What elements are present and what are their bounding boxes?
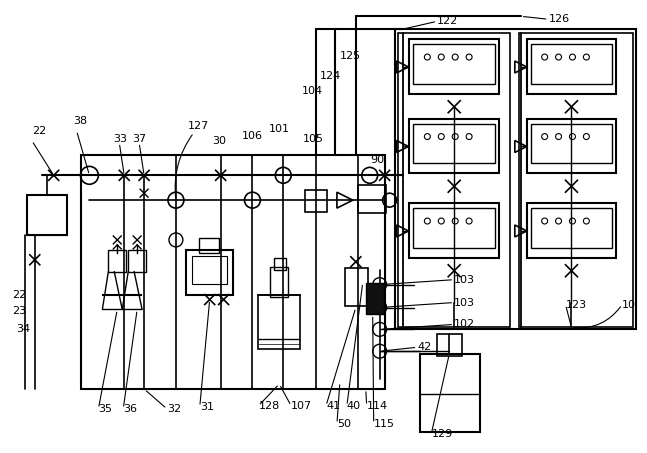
Bar — [527, 203, 616, 258]
Bar — [413, 44, 495, 84]
Text: 40: 40 — [347, 401, 361, 411]
Bar — [108, 250, 126, 272]
Bar — [410, 203, 499, 258]
Bar — [421, 354, 480, 432]
Bar — [82, 155, 384, 389]
Text: 30: 30 — [213, 135, 226, 145]
Text: 125: 125 — [340, 51, 361, 61]
Text: 101: 101 — [269, 124, 289, 134]
Text: 10: 10 — [622, 299, 636, 309]
Text: 33: 33 — [113, 134, 127, 144]
Text: 129: 129 — [432, 429, 453, 439]
Bar — [358, 185, 386, 213]
Bar — [531, 124, 612, 164]
Bar — [395, 29, 636, 329]
Bar — [437, 334, 462, 356]
Bar — [345, 268, 367, 305]
Text: 107: 107 — [291, 401, 313, 411]
Text: 128: 128 — [258, 401, 280, 411]
Bar — [413, 124, 495, 164]
Bar — [258, 294, 300, 349]
Text: 102: 102 — [454, 319, 476, 329]
Text: 124: 124 — [320, 71, 341, 81]
Text: 22: 22 — [12, 289, 26, 299]
Bar — [531, 44, 612, 84]
Bar — [519, 33, 633, 328]
Bar — [274, 258, 286, 270]
Bar — [27, 195, 67, 235]
Bar — [199, 238, 219, 253]
Bar — [413, 208, 495, 248]
Text: 23: 23 — [12, 307, 26, 317]
Text: 115: 115 — [374, 419, 395, 429]
Text: 103: 103 — [454, 298, 475, 308]
Bar — [531, 208, 612, 248]
Text: 37: 37 — [132, 134, 146, 144]
Text: 35: 35 — [98, 404, 113, 414]
Bar — [527, 119, 616, 173]
Text: 31: 31 — [200, 402, 214, 412]
Text: 90: 90 — [371, 155, 385, 165]
Text: 32: 32 — [167, 404, 181, 414]
Text: 114: 114 — [367, 401, 388, 411]
Text: 104: 104 — [302, 86, 324, 96]
Text: 50: 50 — [337, 419, 351, 429]
Text: 127: 127 — [188, 120, 209, 130]
Bar — [192, 256, 226, 284]
Text: 38: 38 — [74, 116, 87, 125]
Text: 42: 42 — [417, 342, 432, 352]
Bar — [397, 33, 510, 328]
Bar — [366, 283, 384, 314]
Text: 103: 103 — [454, 275, 475, 284]
Text: 22: 22 — [32, 125, 46, 135]
Bar — [128, 250, 146, 272]
Bar — [410, 119, 499, 173]
Text: 34: 34 — [16, 324, 30, 334]
Text: 123: 123 — [565, 299, 587, 309]
Text: 105: 105 — [303, 134, 324, 144]
Text: 126: 126 — [549, 14, 570, 24]
Text: 122: 122 — [437, 16, 459, 26]
Bar — [270, 267, 288, 297]
Bar — [186, 250, 232, 294]
Text: 106: 106 — [241, 130, 263, 140]
Text: 36: 36 — [123, 404, 137, 414]
Bar — [305, 190, 327, 212]
Text: 41: 41 — [326, 401, 340, 411]
Bar — [410, 39, 499, 94]
Bar — [527, 39, 616, 94]
